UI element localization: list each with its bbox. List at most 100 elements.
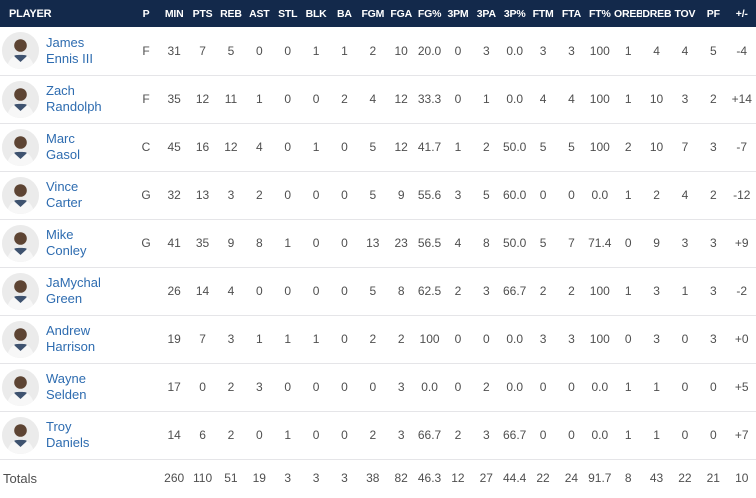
column-header-fgm: FGM [361,7,385,20]
header-row: PLAYER P MIN PTS REB AST STL BLK BA FGM FGA FG% 3PM 3… [0,0,756,27]
stat-3ppct: 0.0 [506,43,524,58]
stat-stl: 0 [284,92,292,106]
stat-pf: 3 [709,332,717,346]
player-name-link[interactable]: Zach Randolph [46,83,102,114]
stat-pts: 16 [195,140,210,154]
stat-pf: 3 [709,140,717,154]
player-name-link[interactable]: James Ennis III [46,34,93,66]
player-avatar[interactable] [2,80,39,118]
position-cell: G [141,188,151,202]
stat-ftm: 0 [539,380,547,394]
stat-ftm: 4 [539,92,547,106]
total-ast: 19 [252,471,266,486]
stat-pf: 2 [709,188,717,202]
stat-fta: 3 [568,332,575,346]
column-header-blk: BLK [305,7,327,20]
stat-ba: 0 [341,236,348,250]
stat-fgpct: 0.0 [421,380,438,394]
column-header-3pm: 3PM [447,7,469,20]
table-row: James Ennis III F 31 7 5 0 0 1 1 2 10 20.0 0 3 0.0 3 3 100… [0,27,756,75]
stat-fgpct: 41.7 [417,140,442,154]
player-avatar[interactable] [2,224,39,262]
stat-ftpct: 100 [589,284,610,298]
stat-ast: 0 [255,428,263,442]
position-cell [132,411,160,459]
total-fgm: 38 [366,471,380,486]
stat-plus-minus: -4 [736,43,748,58]
player-name-link[interactable]: Marc Gasol [46,131,80,162]
total-pts: 110 [192,471,213,486]
stat-min: 32 [167,188,181,202]
stat-min: 26 [167,284,181,298]
player-name-link[interactable]: Andrew Harrison [46,323,96,354]
column-header-ba: BA [337,7,352,20]
total-min: 260 [164,471,185,486]
player-name-link[interactable]: JaMychal Green [46,275,101,306]
stat-pts: 0 [199,380,206,394]
player-headshot-icon [2,224,39,262]
stat-fgpct: 55.6 [417,188,442,202]
total-ftm: 22 [536,471,550,486]
stat-fgpct: 20.0 [417,43,442,58]
stat-dreb: 9 [653,236,660,250]
stat-reb: 11 [224,92,238,106]
stat-fgm: 13 [366,236,380,250]
stat-dreb: 3 [653,332,660,346]
stat-fgpct: 62.5 [417,284,442,298]
stat-3pm: 2 [454,428,462,442]
stat-plus-minus: +14 [731,92,752,106]
player-cell: Andrew Harrison [0,315,132,363]
total-pf: 21 [706,471,720,486]
stat-fgm: 5 [369,188,377,202]
table-row: Wayne Selden 17 0 2 3 0 0 0 0 3 0.0 0 2 0.0 0 0 0.0 1 1 0 0 +5 [0,363,756,411]
stat-min: 19 [167,332,181,346]
total-blk: 3 [312,471,320,486]
column-header-fgpct: FG% [417,7,442,20]
player-avatar[interactable] [2,320,39,358]
stat-fgm: 2 [369,428,377,442]
stat-reb: 5 [227,43,235,58]
stat-min: 35 [167,92,181,106]
player-name-link[interactable]: Mike Conley [46,227,87,258]
stat-fta: 0 [568,188,575,202]
stat-dreb: 2 [653,188,660,202]
stat-reb: 12 [224,140,238,154]
stat-ast: 2 [255,188,263,202]
column-header-player: PLAYER [9,7,52,20]
player-avatar[interactable] [2,272,39,310]
total-tov: 22 [678,471,692,486]
column-header-dreb: DREB [642,7,671,20]
total-oreb: 8 [624,471,632,486]
stat-dreb: 3 [653,284,660,298]
stat-3pa: 3 [482,428,490,442]
stat-min: 17 [167,380,181,394]
player-avatar[interactable] [2,176,39,214]
stat-tov: 7 [681,140,689,154]
stat-3ppct: 0.0 [506,92,524,106]
stat-blk: 0 [312,380,320,394]
stat-dreb: 4 [653,43,660,58]
column-header-pf: PF [706,7,720,20]
stat-blk: 0 [312,188,320,202]
player-name-link[interactable]: Vince Carter [46,179,83,210]
stat-ba: 0 [341,332,348,346]
player-avatar[interactable] [2,128,39,166]
stat-fgm: 2 [369,43,377,58]
stat-fta: 5 [568,140,575,154]
stat-ast: 8 [255,236,263,250]
player-avatar[interactable] [2,32,39,70]
stat-ftm: 0 [539,428,547,442]
player-name-link[interactable]: Troy Daniels [46,419,90,450]
player-avatar[interactable] [2,368,39,406]
stat-fga: 3 [397,380,405,394]
stat-ast: 1 [255,332,263,346]
stat-tov: 0 [681,332,689,346]
stat-plus-minus: +0 [734,332,749,346]
player-avatar[interactable] [2,416,39,454]
stat-fta: 0 [568,380,575,394]
stat-ba: 0 [341,380,348,394]
player-name-link[interactable]: Wayne Selden [46,371,87,402]
stat-ftpct: 0.0 [591,188,609,202]
stat-3pa: 2 [482,140,490,154]
